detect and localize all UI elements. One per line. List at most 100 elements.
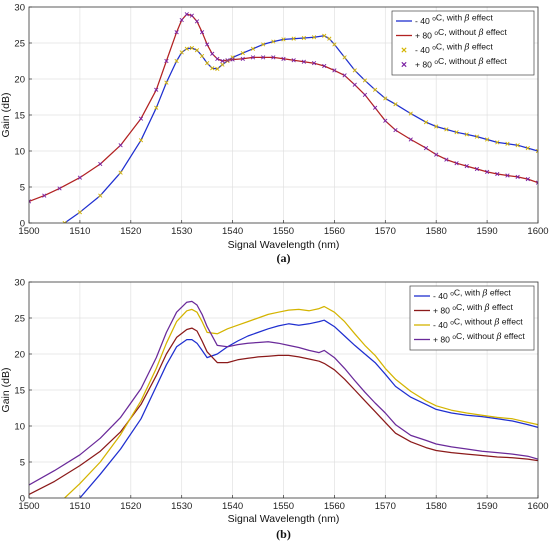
x-tick-label: 1510 bbox=[69, 501, 90, 512]
series-marker bbox=[362, 78, 368, 83]
series-marker bbox=[484, 137, 490, 142]
x-axis-label: Signal Wavelength (nm) bbox=[228, 239, 340, 251]
series-marker bbox=[240, 56, 245, 61]
series-marker bbox=[423, 146, 429, 151]
series-marker bbox=[301, 59, 306, 64]
x-tick-label: 1560 bbox=[324, 226, 345, 237]
series-marker bbox=[373, 105, 378, 110]
series-marker bbox=[164, 80, 169, 85]
series-marker bbox=[154, 87, 159, 92]
panel-label: (b) bbox=[276, 527, 291, 541]
series-marker bbox=[474, 134, 480, 139]
x-tick-label: 1540 bbox=[222, 226, 243, 237]
series-marker bbox=[291, 36, 296, 41]
series-marker bbox=[205, 42, 210, 47]
x-tick-label: 1500 bbox=[18, 226, 39, 237]
series-marker bbox=[225, 58, 230, 64]
series-marker bbox=[205, 61, 210, 66]
series-marker bbox=[535, 180, 538, 185]
series-marker bbox=[57, 186, 62, 191]
x-tick-label: 1600 bbox=[527, 501, 548, 512]
series-marker bbox=[62, 220, 67, 223]
legend: - 40 oC, with β effect+ 80 oC, without β… bbox=[391, 10, 535, 76]
series-marker bbox=[179, 17, 184, 23]
legend: - 40 oC, with β effect+ 80 oC, with β ef… bbox=[409, 285, 535, 351]
legend-label: - 40 oC, with β effect bbox=[433, 288, 511, 302]
x-tick-label: 1530 bbox=[171, 226, 192, 237]
series-marker bbox=[199, 53, 205, 59]
series-marker bbox=[220, 58, 225, 64]
series-marker bbox=[464, 132, 469, 137]
series-marker bbox=[29, 199, 32, 204]
series-marker bbox=[118, 170, 123, 175]
series-marker bbox=[77, 210, 83, 215]
series-marker bbox=[311, 35, 317, 40]
series-marker bbox=[474, 166, 480, 172]
chart-panel-b: 1500 1510 1520 1530 1540 1550 1560 1570 1580 1590… bbox=[0, 277, 549, 541]
series-marker bbox=[77, 175, 83, 180]
series-marker bbox=[464, 164, 469, 169]
legend-swatch bbox=[401, 61, 407, 68]
series-marker bbox=[352, 82, 357, 87]
series-marker bbox=[434, 124, 439, 129]
series-marker bbox=[154, 105, 159, 110]
series-marker bbox=[362, 92, 368, 97]
series-marker bbox=[408, 137, 413, 142]
series-marker bbox=[174, 30, 179, 35]
series-marker bbox=[301, 35, 306, 41]
series-marker bbox=[225, 58, 230, 63]
x-tick-label: 1530 bbox=[171, 501, 192, 512]
series-marker bbox=[261, 55, 266, 60]
legend-label: - 40 oC, with β effect bbox=[415, 42, 493, 56]
panel-label: (a) bbox=[277, 251, 291, 265]
series-marker bbox=[164, 58, 169, 64]
series-marker bbox=[261, 42, 266, 47]
series-marker bbox=[322, 63, 327, 69]
x-tick-label: 1540 bbox=[222, 501, 243, 512]
series-marker bbox=[495, 171, 500, 177]
series-marker bbox=[240, 50, 245, 56]
legend-label: + 80 oC, without β effect bbox=[415, 56, 507, 70]
series-marker bbox=[138, 138, 144, 143]
series-group bbox=[29, 12, 538, 223]
series-marker bbox=[98, 161, 103, 167]
series-marker bbox=[179, 50, 184, 55]
series-marker bbox=[434, 152, 439, 157]
legend-label: - 40 oC, with β effect bbox=[415, 13, 493, 27]
series-marker bbox=[332, 42, 337, 47]
series-marker bbox=[271, 39, 276, 44]
y-tick-label: 15 bbox=[14, 110, 25, 121]
y-tick-label: 10 bbox=[14, 421, 25, 432]
series-marker bbox=[454, 161, 459, 166]
x-tick-label: 1580 bbox=[426, 226, 447, 237]
series-marker bbox=[118, 143, 123, 148]
x-tick-label: 1550 bbox=[273, 226, 294, 237]
y-tick-label: 20 bbox=[14, 74, 25, 85]
y-tick-label: 25 bbox=[14, 38, 25, 49]
series-marker bbox=[373, 87, 378, 92]
series-marker bbox=[505, 141, 510, 146]
series-marker bbox=[408, 111, 413, 116]
series-line bbox=[29, 327, 538, 495]
series-marker bbox=[42, 193, 47, 198]
legend-label: + 80 oC, without β effect bbox=[433, 331, 525, 345]
legend-label: + 80 oC, with β effect bbox=[433, 302, 513, 316]
series-marker bbox=[184, 46, 189, 51]
series-marker bbox=[393, 102, 398, 107]
x-tick-label: 1590 bbox=[477, 226, 498, 237]
series-marker bbox=[194, 19, 200, 24]
x-tick-label: 1570 bbox=[375, 501, 396, 512]
series-marker bbox=[525, 176, 530, 182]
series-marker bbox=[184, 12, 189, 17]
series-marker bbox=[215, 66, 220, 72]
series-marker bbox=[291, 58, 296, 63]
series-marker bbox=[281, 37, 286, 42]
x-tick-label: 1580 bbox=[426, 501, 447, 512]
legend-label: + 80 oC, without β effect bbox=[415, 27, 507, 41]
x-tick-label: 1560 bbox=[324, 501, 345, 512]
series-line bbox=[64, 305, 538, 498]
series-marker bbox=[138, 116, 144, 121]
series-marker bbox=[444, 127, 449, 132]
y-tick-label: 30 bbox=[14, 2, 25, 13]
